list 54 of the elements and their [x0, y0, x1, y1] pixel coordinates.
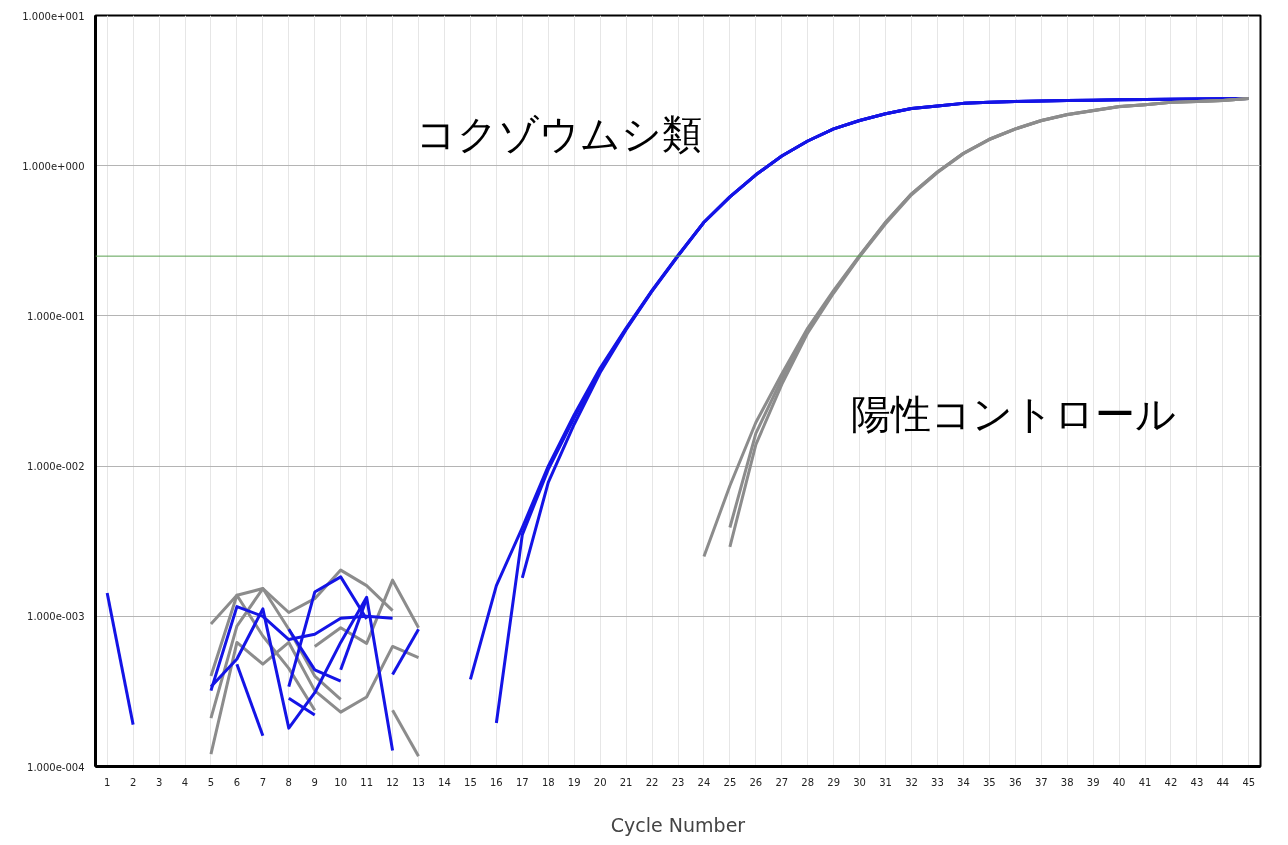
- x-tick-label: 17: [515, 776, 529, 788]
- x-tick-label: 12: [386, 776, 399, 788]
- x-tick-label: 40: [1112, 776, 1126, 788]
- y-tick-label: 1.000e-001: [27, 310, 85, 322]
- x-tick-label: 20: [593, 776, 607, 788]
- x-tick-label: 8: [285, 776, 292, 788]
- x-tick-label: 16: [490, 776, 503, 788]
- x-tick-label: 29: [827, 776, 841, 788]
- x-tick-label: 25: [723, 776, 737, 788]
- x-tick-label: 22: [645, 776, 659, 788]
- x-tick-label: 33: [931, 776, 944, 788]
- x-tick-label: 26: [749, 776, 763, 788]
- y-tick-label: 1.000e-003: [27, 611, 85, 623]
- x-tick-label: 10: [334, 776, 348, 788]
- x-tick-label: 14: [438, 776, 451, 788]
- x-axis-title: Cycle Number: [610, 813, 746, 836]
- x-tick-label: 35: [983, 776, 996, 788]
- x-tick-label: 32: [905, 776, 918, 788]
- annotation: コクゾウムシ類: [415, 110, 702, 157]
- y-tick-label: 1.000e+000: [22, 160, 85, 172]
- x-tick-label: 19: [567, 776, 581, 788]
- x-tick-label: 43: [1190, 776, 1204, 788]
- x-tick-label: 39: [1086, 776, 1100, 788]
- x-tick-label: 18: [541, 776, 555, 788]
- x-tick-label: 7: [259, 776, 267, 788]
- x-tick-label: 37: [1034, 776, 1048, 788]
- x-tick-label: 3: [155, 776, 163, 788]
- annotation: 陽性コントロール: [850, 390, 1176, 437]
- x-tick-label: 44: [1216, 776, 1230, 788]
- x-tick-label: 31: [879, 776, 892, 788]
- y-tick-label: 1.000e-004: [27, 761, 85, 773]
- x-tick-label: 1: [103, 776, 111, 788]
- x-tick-label: 4: [181, 776, 189, 788]
- x-tick-label: 38: [1060, 776, 1074, 788]
- y-tick-label: 1.000e-002: [27, 461, 85, 473]
- x-tick-label: 2: [129, 776, 137, 788]
- x-tick-label: 24: [697, 776, 711, 788]
- y-tick-label: 1.000e+001: [22, 10, 85, 22]
- x-tick-label: 30: [853, 776, 866, 788]
- x-tick-label: 34: [957, 776, 970, 788]
- x-tick-label: 9: [311, 776, 318, 788]
- x-tick-label: 27: [775, 776, 789, 788]
- x-tick-label: 21: [619, 776, 633, 788]
- x-tick-label: 13: [412, 776, 425, 788]
- x-tick-label: 11: [360, 776, 374, 788]
- x-tick-label: 36: [1008, 776, 1022, 788]
- x-tick-label: 5: [207, 776, 215, 788]
- x-tick-label: 28: [801, 776, 815, 788]
- x-tick-label: 6: [233, 776, 241, 788]
- x-tick-label: 15: [464, 776, 477, 788]
- x-tick-label: 45: [1242, 776, 1256, 788]
- x-tick-label: 42: [1164, 776, 1178, 788]
- x-tick-label: 23: [671, 776, 685, 788]
- x-tick-label: 41: [1138, 776, 1152, 788]
